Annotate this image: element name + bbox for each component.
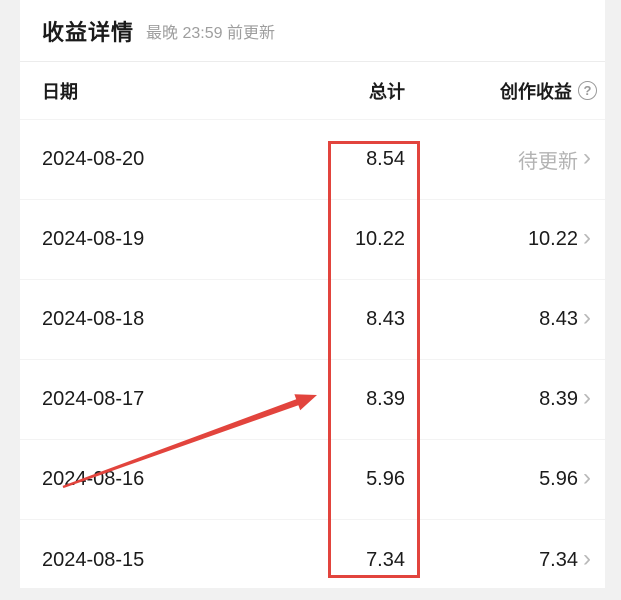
row-total: 7.34 [366,548,405,571]
row-creation: 7.34 › [420,544,605,572]
row-creation: 待更新 › [420,145,605,174]
row-date: 2024-08-17 [42,388,145,410]
row-creation-value: 10.22 [527,228,578,250]
row-creation: 8.43 › [420,304,605,331]
column-header-date: 日期 [42,81,78,102]
row-date: 2024-08-20 [42,148,145,170]
row-creation: 10.22 › [420,224,605,251]
chevron-right-icon[interactable]: › [583,224,591,251]
row-total: 8.54 [366,148,405,170]
table-row[interactable]: 2024-08-20 8.54 待更新 › [20,120,605,200]
chevron-right-icon[interactable]: › [583,464,591,491]
table-row[interactable]: 2024-08-15 7.34 7.34 › [20,520,605,600]
table-row[interactable]: 2024-08-16 5.96 5.96 › [20,440,605,520]
row-creation: 5.96 › [420,464,605,491]
row-total: 10.22 [354,228,405,250]
help-icon[interactable]: ? [578,81,597,100]
earnings-card: 收益详情 最晚 23:59 前更新 日期 总计 创作收益 ? 2024-08-2… [20,0,605,588]
row-creation-value: 8.43 [539,308,578,330]
row-creation: 8.39 › [420,384,605,411]
table-row[interactable]: 2024-08-17 8.39 8.39 › [20,360,605,440]
column-header-creation-label: 创作收益 [500,81,572,102]
row-creation-value: 7.34 [539,548,578,571]
title-bar: 收益详情 最晚 23:59 前更新 [20,0,605,62]
row-total: 5.96 [366,468,405,490]
update-note: 最晚 23:59 前更新 [146,24,275,42]
chevron-right-icon[interactable]: › [583,384,591,411]
row-date: 2024-08-15 [42,548,145,571]
chevron-right-icon[interactable]: › [583,544,591,572]
chevron-right-icon[interactable]: › [583,144,591,171]
row-date: 2024-08-19 [42,228,145,250]
row-creation-value: 5.96 [539,468,578,490]
row-date: 2024-08-18 [42,308,145,330]
row-creation-value: 待更新 [518,151,578,173]
table-row[interactable]: 2024-08-18 8.43 8.43 › [20,280,605,360]
row-total: 8.43 [366,308,405,330]
row-creation-value: 8.39 [539,388,578,410]
column-header-total: 总计 [369,81,405,102]
table-row[interactable]: 2024-08-19 10.22 10.22 › [20,200,605,280]
row-date: 2024-08-16 [42,468,145,490]
row-total: 8.39 [366,388,405,410]
column-header-creation: 创作收益 ? [420,78,605,104]
table-header: 日期 总计 创作收益 ? [20,62,605,120]
chevron-right-icon[interactable]: › [583,304,591,331]
page-title: 收益详情 [42,19,135,45]
